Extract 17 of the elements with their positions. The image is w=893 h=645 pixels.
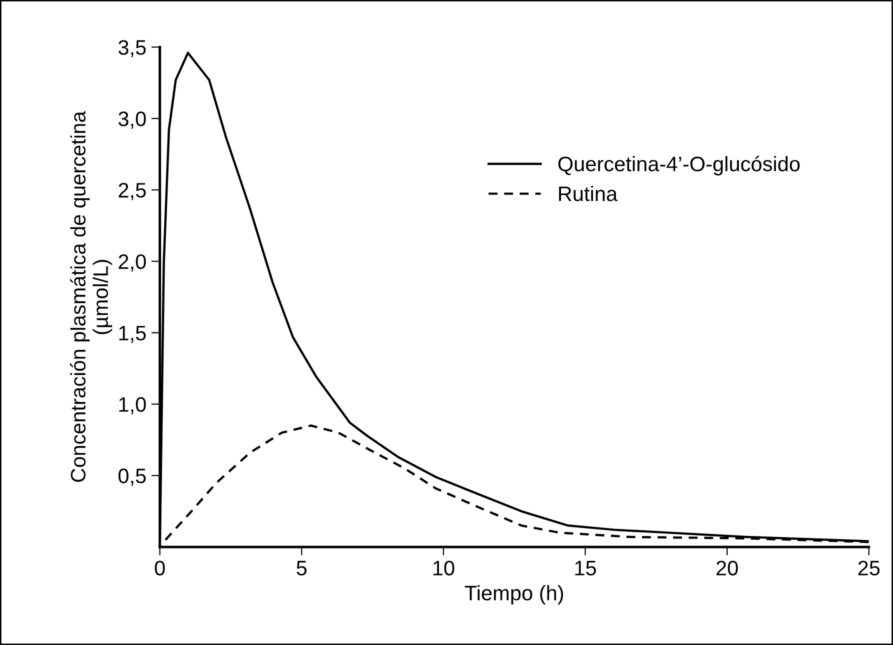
x-tick-label: 25: [858, 560, 880, 576]
y-tick-label: 3,0: [118, 111, 146, 129]
y-tick-label: 1,0: [119, 397, 146, 414]
x-tick-label: 20: [716, 560, 738, 576]
x-tick-label: 5: [296, 560, 307, 576]
legend-label: Rutina: [559, 186, 618, 202]
y-tick-label: 2,5: [118, 182, 146, 200]
x-tick-label: 15: [575, 560, 596, 576]
y-tick-label: 3,5: [118, 40, 146, 58]
x-tick-label: 10: [433, 560, 454, 576]
legend-label: Quercetina-4’-O-glucósido: [558, 156, 800, 176]
y-tick-label: 2,0: [118, 254, 146, 272]
x-axis-title: Tiempo (h): [464, 585, 564, 605]
y-axis-title: Concentración plasmática de quercetina (µmol/L): [70, 111, 112, 482]
y-tick-label: 0,5: [118, 468, 146, 486]
y-tick-label: 1,5: [119, 326, 146, 343]
x-tick-label: 0: [154, 560, 165, 576]
